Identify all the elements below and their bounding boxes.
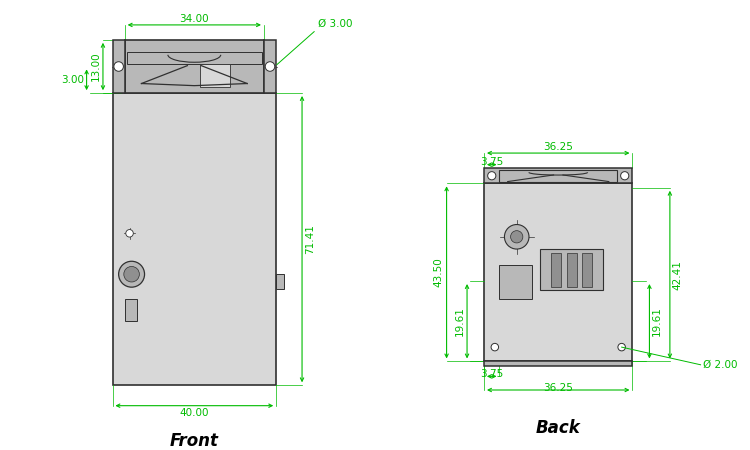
Bar bbox=[264, 40, 276, 93]
Bar bbox=[484, 184, 632, 361]
Text: 34.00: 34.00 bbox=[179, 14, 209, 23]
Bar bbox=[500, 171, 617, 182]
Bar bbox=[566, 252, 577, 287]
Text: 3.75: 3.75 bbox=[480, 369, 503, 379]
Bar bbox=[499, 265, 532, 299]
Text: 36.25: 36.25 bbox=[543, 383, 573, 393]
Text: 19.61: 19.61 bbox=[652, 306, 662, 336]
Bar bbox=[200, 64, 230, 87]
Circle shape bbox=[114, 62, 124, 71]
Bar bbox=[276, 274, 284, 289]
Bar bbox=[112, 93, 276, 385]
Circle shape bbox=[488, 171, 496, 180]
Bar bbox=[484, 361, 632, 366]
Bar bbox=[484, 168, 632, 184]
Bar bbox=[582, 252, 592, 287]
Bar bbox=[125, 299, 137, 321]
Text: 3.00: 3.00 bbox=[61, 75, 84, 85]
Circle shape bbox=[620, 171, 628, 180]
Text: 42.41: 42.41 bbox=[673, 260, 682, 289]
Bar bbox=[112, 40, 125, 93]
Text: 40.00: 40.00 bbox=[179, 409, 209, 419]
Circle shape bbox=[505, 225, 529, 249]
Circle shape bbox=[118, 261, 145, 287]
Text: Back: Back bbox=[536, 418, 580, 436]
Text: 19.61: 19.61 bbox=[454, 306, 464, 336]
Circle shape bbox=[618, 343, 626, 351]
Circle shape bbox=[511, 231, 523, 243]
Text: 13.00: 13.00 bbox=[91, 52, 101, 81]
Bar bbox=[541, 249, 603, 290]
Text: Ø 3.00: Ø 3.00 bbox=[319, 19, 353, 29]
Text: Ø 2.00: Ø 2.00 bbox=[703, 360, 737, 370]
Text: Front: Front bbox=[170, 432, 219, 450]
Circle shape bbox=[491, 343, 499, 351]
Text: 43.50: 43.50 bbox=[433, 257, 444, 287]
Text: 36.25: 36.25 bbox=[543, 142, 573, 152]
Circle shape bbox=[266, 62, 274, 71]
Text: 71.41: 71.41 bbox=[304, 224, 315, 254]
Bar bbox=[124, 40, 264, 93]
Circle shape bbox=[126, 230, 134, 237]
Bar bbox=[127, 52, 262, 64]
Circle shape bbox=[124, 266, 140, 282]
Bar bbox=[551, 252, 561, 287]
Text: 3.75: 3.75 bbox=[480, 158, 503, 167]
